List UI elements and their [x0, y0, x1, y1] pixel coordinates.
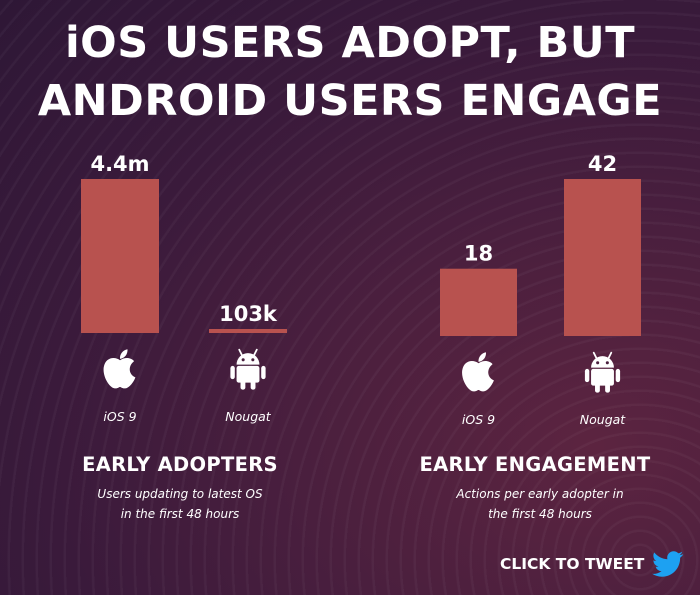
early-engagement-category-label-nougat: Nougat — [580, 412, 627, 427]
click-to-tweet-label: CLICK TO TWEET — [500, 555, 645, 573]
android-icon — [584, 351, 621, 394]
headline-line-2: ANDROID USERS ENGAGE — [37, 76, 663, 126]
early-engagement-title: EARLY ENGAGEMENT — [419, 453, 651, 476]
early-adopters-category-label-nougat: Nougat — [225, 409, 272, 424]
early-adopters-title: EARLY ADOPTERS — [82, 453, 278, 476]
early-adopters-subtitle-line-1: Users updating to latest OS — [97, 487, 263, 501]
android-icon — [229, 348, 267, 391]
early-adopters-bar-nougat — [209, 329, 287, 333]
early-engagement-category-label-ios-9: iOS 9 — [462, 412, 495, 427]
early-engagement-value-label-ios-9: 18 — [464, 242, 493, 266]
early-engagement-bar-ios-9 — [440, 268, 517, 336]
early-adopters-bar-ios-9 — [81, 179, 159, 333]
early-adopters-value-label-ios-9: 4.4m — [90, 152, 149, 176]
apple-icon — [462, 352, 494, 392]
early-engagement-subtitle-line-1: Actions per early adopter in — [456, 487, 624, 501]
early-adopters-subtitle-line-2: in the first 48 hours — [120, 507, 240, 521]
early-engagement-subtitle: Actions per early adopter in the first 4… — [420, 484, 660, 524]
early-adopters-subtitle: Users updating to latest OS in the first… — [60, 484, 300, 524]
twitter-bird-icon — [652, 551, 684, 577]
early-engagement-value-label-nougat: 42 — [588, 152, 617, 176]
early-adopters-value-label-nougat: 103k — [219, 302, 278, 326]
headline-line-1: iOS USERS ADOPT, BUT — [64, 18, 636, 68]
click-to-tweet-button[interactable]: CLICK TO TWEET — [500, 551, 684, 577]
apple-icon — [103, 349, 136, 389]
early-engagement-subtitle-line-2: the first 48 hours — [488, 507, 592, 521]
early-adopters-category-label-ios-9: iOS 9 — [103, 409, 136, 424]
early-engagement-bar-nougat — [564, 179, 641, 336]
